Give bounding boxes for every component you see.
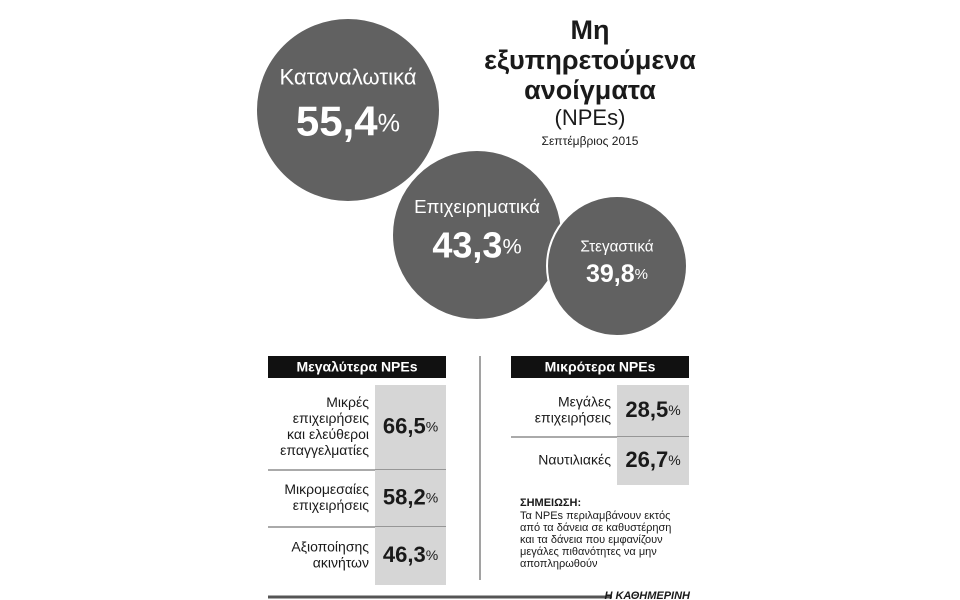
row-value: 58,2% bbox=[383, 484, 438, 509]
value: 43,3 bbox=[432, 224, 502, 265]
value: 58,2 bbox=[383, 484, 426, 509]
row-label: επιχειρήσεις bbox=[293, 497, 369, 513]
unit: % bbox=[502, 233, 521, 258]
bubble bbox=[546, 195, 688, 337]
row-label: επαγγελματίες bbox=[280, 442, 369, 458]
value: 39,8 bbox=[586, 259, 635, 287]
value-cell bbox=[375, 470, 446, 527]
row-label: Μικρομεσαίες bbox=[284, 481, 369, 497]
row-label: Μικρές bbox=[326, 394, 369, 410]
row-value: 46,3% bbox=[383, 542, 438, 567]
title-line: ανοίγματα bbox=[524, 75, 656, 105]
table-header: Μεγαλύτερα NPEs bbox=[296, 359, 417, 375]
unit: % bbox=[426, 489, 438, 505]
title-line: εξυπηρετούμενα bbox=[484, 45, 696, 75]
row-label: επιχειρήσεις bbox=[535, 410, 611, 426]
value-cell bbox=[375, 385, 446, 470]
bubble-label: Καταναλωτικά bbox=[279, 64, 416, 89]
unit: % bbox=[426, 418, 438, 434]
row-value: 26,7% bbox=[625, 447, 680, 472]
bubble-label: Επιχειρηματικά bbox=[414, 196, 540, 217]
title-line: Μη bbox=[571, 15, 610, 45]
value: 26,7 bbox=[625, 447, 668, 472]
value-cell bbox=[617, 385, 689, 437]
unit: % bbox=[635, 266, 648, 283]
note-line: και τα δάνεια που εμφανίζουν bbox=[520, 534, 663, 546]
unit: % bbox=[426, 547, 438, 563]
row-label: Αξιοποίησης bbox=[291, 539, 369, 555]
source: Η ΚΑΘΗΜΕΡΙΝΗ bbox=[604, 590, 691, 600]
note-title: ΣΗΜΕΙΩΣΗ: bbox=[520, 497, 581, 509]
bubble-value: 39,8% bbox=[586, 259, 648, 287]
note-line: από τα δάνεια σε καθυστέρηση bbox=[520, 522, 671, 534]
value: 28,5 bbox=[625, 397, 668, 422]
title-abbr: (NPEs) bbox=[555, 105, 626, 130]
row-label: επιχειρήσεις bbox=[293, 410, 369, 426]
row-label: ακινήτων bbox=[313, 555, 369, 571]
bubble-value: 43,3% bbox=[432, 224, 521, 265]
row-value: 28,5% bbox=[625, 397, 680, 422]
table-header-bg bbox=[511, 356, 689, 378]
title-date: Σεπτέμβριος 2015 bbox=[542, 134, 639, 148]
unit: % bbox=[378, 109, 400, 137]
bubble-value: 55,4% bbox=[296, 98, 400, 145]
value: 46,3 bbox=[383, 542, 426, 567]
note-line: Τα NPEs περιλαμβάνουν εκτός bbox=[520, 510, 670, 522]
value: 66,5 bbox=[383, 413, 426, 438]
note-line: μεγάλες πιθανότητες να μην bbox=[520, 546, 657, 558]
table-header-bg bbox=[268, 356, 446, 378]
note-line: αποπληρωθούν bbox=[520, 558, 598, 570]
bubble-label: Στεγαστικά bbox=[580, 238, 653, 255]
value-cell bbox=[375, 527, 446, 585]
table-header: Μικρότερα NPEs bbox=[545, 359, 656, 375]
value: 55,4 bbox=[296, 98, 378, 145]
unit: % bbox=[668, 402, 680, 418]
row-value: 66,5% bbox=[383, 413, 438, 438]
unit: % bbox=[668, 452, 680, 468]
row-label: και ελεύθεροι bbox=[287, 426, 369, 442]
bubble bbox=[255, 17, 441, 203]
value-cell bbox=[617, 437, 689, 485]
row-label: Μεγάλες bbox=[558, 394, 611, 410]
row-label: Ναυτιλιακές bbox=[538, 452, 611, 468]
